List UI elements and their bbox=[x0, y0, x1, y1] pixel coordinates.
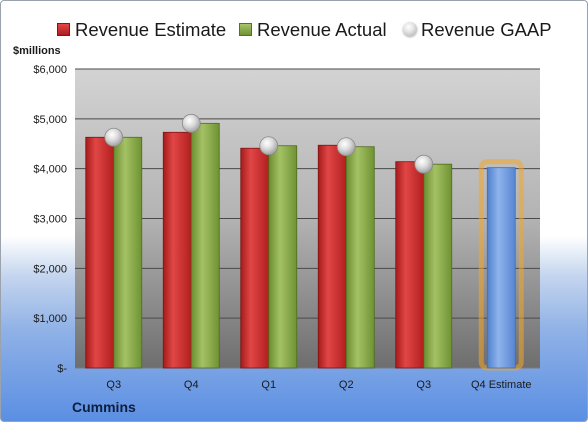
bar-revenue-estimate bbox=[317, 144, 347, 369]
marker-revenue-gaap bbox=[336, 137, 356, 157]
bar-revenue-estimate bbox=[240, 147, 270, 369]
bar-revenue-estimate bbox=[162, 131, 192, 369]
x-tick-label: Q2 bbox=[339, 379, 354, 391]
marker-revenue-gaap bbox=[104, 127, 124, 147]
x-tick-label: Q1 bbox=[261, 379, 276, 391]
x-tick-label: Q4 Estimate bbox=[471, 379, 532, 391]
y-tick-label: $5,000 bbox=[33, 114, 67, 126]
gridlines bbox=[75, 68, 540, 369]
y-axis-ticks: $- $1,000 $2,000 $3,000 $4,000 $5,000 $6,000 bbox=[33, 64, 67, 375]
y-tick-label: $2,000 bbox=[33, 263, 67, 275]
y-tick-label: $4,000 bbox=[33, 164, 67, 176]
bar-forecast bbox=[486, 167, 516, 369]
y-tick-label: $6,000 bbox=[33, 64, 67, 76]
bar-revenue-estimate bbox=[395, 161, 425, 369]
legend-label-revenue-actual: Revenue Actual bbox=[257, 19, 387, 40]
bar-revenue-actual bbox=[268, 145, 298, 369]
bar-revenue-estimate bbox=[85, 136, 115, 369]
bar-revenue-actual bbox=[113, 136, 143, 369]
x-tick-label: Q3 bbox=[416, 379, 431, 391]
y-tick-label: $1,000 bbox=[33, 313, 67, 325]
legend-label-revenue-gaap: Revenue GAAP bbox=[421, 19, 552, 40]
legend-swatch-revenue-estimate bbox=[57, 23, 70, 36]
marker-revenue-gaap bbox=[259, 136, 279, 156]
x-axis-ticks: Q3 Q4 Q1 Q2 Q3 Q4 Estimate bbox=[106, 379, 531, 391]
company-label: Cummins bbox=[72, 399, 136, 415]
legend-marker-revenue-gaap bbox=[403, 22, 417, 36]
y-tick-label: $3,000 bbox=[33, 214, 67, 226]
y-tick-label: $- bbox=[57, 363, 67, 375]
marker-revenue-gaap bbox=[181, 113, 201, 133]
legend-swatch-revenue-actual bbox=[239, 23, 252, 36]
marker-revenue-gaap bbox=[414, 154, 434, 174]
x-tick-label: Q3 bbox=[106, 379, 121, 391]
unit-label: $millions bbox=[13, 45, 61, 57]
bar-revenue-actual bbox=[423, 163, 453, 369]
bars bbox=[85, 113, 524, 371]
bar-revenue-actual bbox=[345, 146, 375, 369]
legend-label-revenue-estimate: Revenue Estimate bbox=[75, 19, 227, 40]
x-tick-label: Q4 bbox=[184, 379, 199, 391]
bar-revenue-actual bbox=[190, 122, 220, 369]
